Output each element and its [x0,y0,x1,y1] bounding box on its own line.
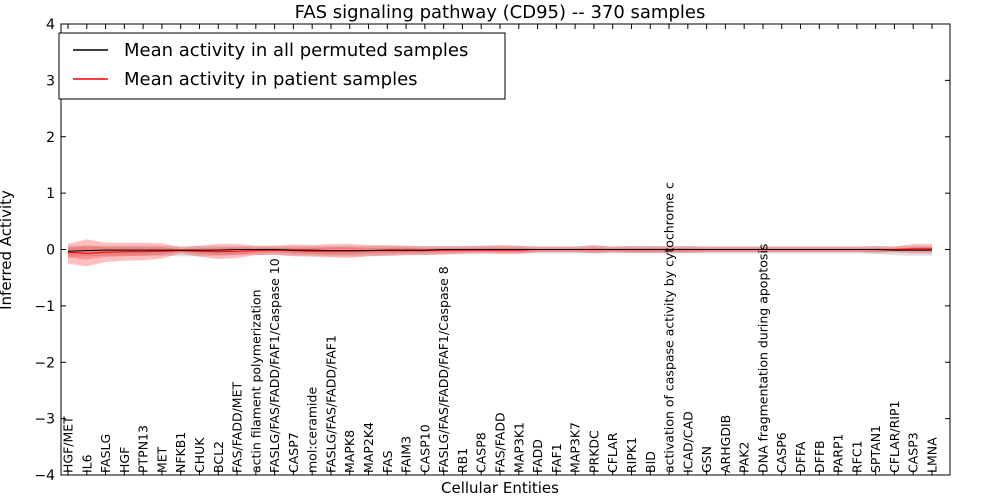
x-axis-label: Cellular Entities [441,479,559,497]
confidence-bands [68,239,932,267]
category-label: PRKDC [586,430,601,473]
y-tick-label: 3 [46,73,55,89]
category-label: FADD [530,439,545,473]
y-tick-label: 4 [46,17,55,33]
category-label: DFFA [793,441,808,473]
category-label: MAP3K7 [568,422,583,473]
category-label: CHUK [192,437,207,473]
y-axis-label: Inferred Activity [0,190,15,310]
category-label: ARHGDIB [718,415,733,473]
category-label: NFKB1 [173,432,188,473]
legend: Mean activity in all permuted samples Me… [58,32,506,100]
category-label: FAF1 [549,443,564,473]
category-label: FAIM3 [399,436,414,473]
y-tick-label: −4 [34,468,55,484]
category-label: RIPK1 [624,437,639,473]
legend-box [58,32,506,100]
category-label: RB1 [455,448,470,473]
category-label: BCL2 [211,441,226,473]
category-label: FAS/FADD [493,412,508,473]
category-label: MAP3K1 [511,422,526,473]
category-label: HGF [117,447,132,473]
category-label: SPTAN1 [868,425,883,473]
category-label: GSN [699,446,714,473]
permuted-mean-line [67,249,932,252]
category-label: actin filament polymerization [248,289,263,473]
category-label: LMNA [925,437,940,473]
category-label: activation of caspase activity by cytoch… [662,182,677,473]
category-label: CFLAR/RIP1 [887,401,902,473]
category-label: FAS/FADD/MET [230,382,245,473]
y-tick-label: 1 [46,186,55,202]
category-label: CASP7 [286,432,301,473]
category-label: mol:ceramide [305,387,320,473]
category-label: BID [643,451,658,473]
category-label: ICAD/CAD [680,411,695,473]
category-label: FAS [380,450,395,473]
category-label: MAPK8 [342,430,357,473]
category-label: MAP2K4 [361,422,376,473]
legend-label-patient: Mean activity in patient samples [124,69,418,90]
category-label: FASLG/FAS/FADD/FAF1 [324,335,339,473]
category-label: IL6 [79,454,94,473]
category-label: MET [154,446,169,473]
x-axis-ticks [67,24,933,475]
category-label: FASLG/FAS/FADD/FAF1/Caspase 8 [436,266,451,473]
category-label: PARP1 [831,434,846,473]
category-label: CFLAR [605,432,620,473]
category-label: FASLG [98,434,113,473]
category-label: FASLG/FAS/FADD/FAF1/Caspase 10 [267,258,282,473]
y-tick-label: −1 [34,299,55,315]
legend-label-permuted: Mean activity in all permuted samples [124,40,468,61]
y-tick-label: −3 [34,412,55,428]
y-tick-label: −2 [34,355,55,371]
category-label: PAK2 [737,442,752,473]
category-label: CASP10 [417,424,432,473]
plot-frame [60,23,951,476]
y-axis-ticks: 4 3 2 1 0 −1 −2 −3 −4 [34,17,950,484]
category-label: PTPN13 [136,425,151,473]
category-label: DNA fragmentation during apoptosis [756,244,771,473]
category-label: CASP3 [906,432,921,473]
category-label: RFC1 [849,440,864,473]
chart-title: FAS signaling pathway (CD95) -- 370 samp… [295,2,706,23]
y-tick-label: 2 [46,130,55,146]
permuted-band [68,245,932,257]
category-label: DFFB [812,440,827,473]
category-label: CASP6 [774,432,789,473]
category-labels: HGF/MET IL6 FASLG HGF PTPN13 MET NFKB1 CHUK BCL2… [61,182,940,473]
patient-band-outer [68,239,932,267]
category-label: HGF/MET [61,416,76,473]
y-tick-label: 0 [46,243,55,259]
series-lines [67,248,932,254]
category-label: CASP8 [474,432,489,473]
